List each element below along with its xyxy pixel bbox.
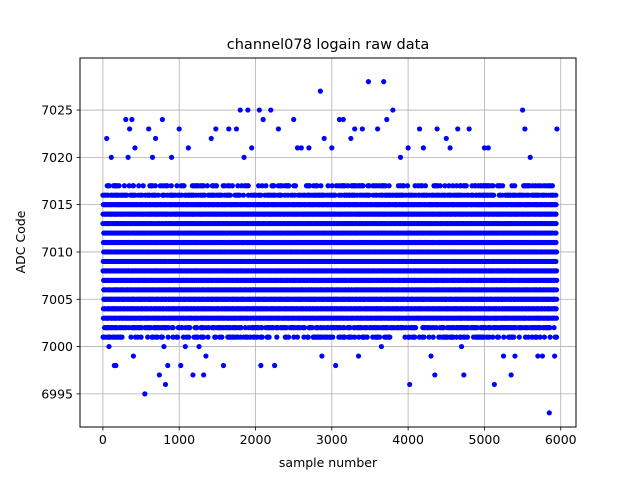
- data-point: [130, 183, 137, 189]
- data-point: [285, 334, 292, 340]
- data-point: [154, 334, 161, 340]
- data-point: [155, 192, 161, 198]
- data-point: [266, 334, 272, 340]
- data-point: [128, 334, 134, 340]
- data-point: [437, 183, 443, 189]
- data-point: [145, 334, 151, 340]
- data-point: [292, 183, 299, 189]
- data-point: [140, 183, 146, 189]
- data-point: [422, 183, 429, 189]
- data-point: [490, 334, 496, 340]
- data-point: [159, 334, 166, 340]
- data-point: [490, 183, 496, 189]
- data-point: [205, 334, 211, 340]
- data-point: [152, 183, 159, 189]
- data-point: [360, 183, 366, 189]
- data-point: [412, 334, 418, 340]
- data-point: [238, 325, 244, 331]
- data-point: [377, 334, 383, 340]
- data-point: [126, 183, 132, 189]
- data-point: [271, 183, 277, 189]
- data-point: [235, 183, 241, 189]
- data-point: [318, 183, 324, 189]
- data-point: [245, 183, 251, 189]
- data-point: [413, 325, 419, 331]
- data-point: [330, 334, 336, 340]
- data-point: [421, 334, 427, 340]
- data-point: [464, 334, 471, 340]
- data-point: [364, 334, 370, 340]
- data-point: [430, 334, 436, 340]
- data-point: [229, 183, 235, 189]
- data-point: [227, 192, 233, 198]
- data-point: [119, 334, 125, 340]
- data-point: [170, 334, 176, 340]
- data-point: [194, 325, 200, 331]
- data-point: [240, 192, 247, 198]
- data-point: [174, 183, 180, 189]
- data-point: [121, 183, 127, 189]
- data-point: [201, 192, 208, 198]
- data-points: [100, 79, 560, 416]
- data-point: [164, 183, 170, 189]
- data-point: [204, 183, 210, 189]
- data-point: [106, 183, 112, 189]
- data-point: [200, 183, 207, 189]
- data-point: [168, 183, 174, 189]
- data-point: [263, 183, 269, 189]
- data-point: [165, 334, 171, 340]
- data-point: [213, 183, 220, 189]
- data-point: [404, 183, 411, 189]
- data-point: [491, 192, 497, 198]
- data-point: [387, 334, 393, 340]
- data-point: [116, 183, 122, 189]
- data-point: [136, 183, 142, 189]
- data-point: [274, 334, 280, 340]
- data-point: [259, 334, 265, 340]
- data-point: [187, 325, 193, 331]
- data-point: [463, 183, 469, 189]
- data-point: [181, 183, 187, 189]
- data-point: [138, 334, 144, 340]
- data-point: [219, 334, 225, 340]
- data-point: [286, 183, 292, 189]
- data-point: [186, 334, 192, 340]
- data-point: [200, 334, 207, 340]
- data-point: [237, 192, 243, 198]
- data-point: [495, 334, 502, 340]
- data-point: [170, 325, 176, 331]
- data-point: [386, 183, 392, 189]
- data-point: [123, 192, 130, 198]
- data-point: [294, 334, 301, 340]
- data-point: [175, 334, 181, 340]
- data-point: [213, 334, 219, 340]
- data-point: [305, 334, 311, 340]
